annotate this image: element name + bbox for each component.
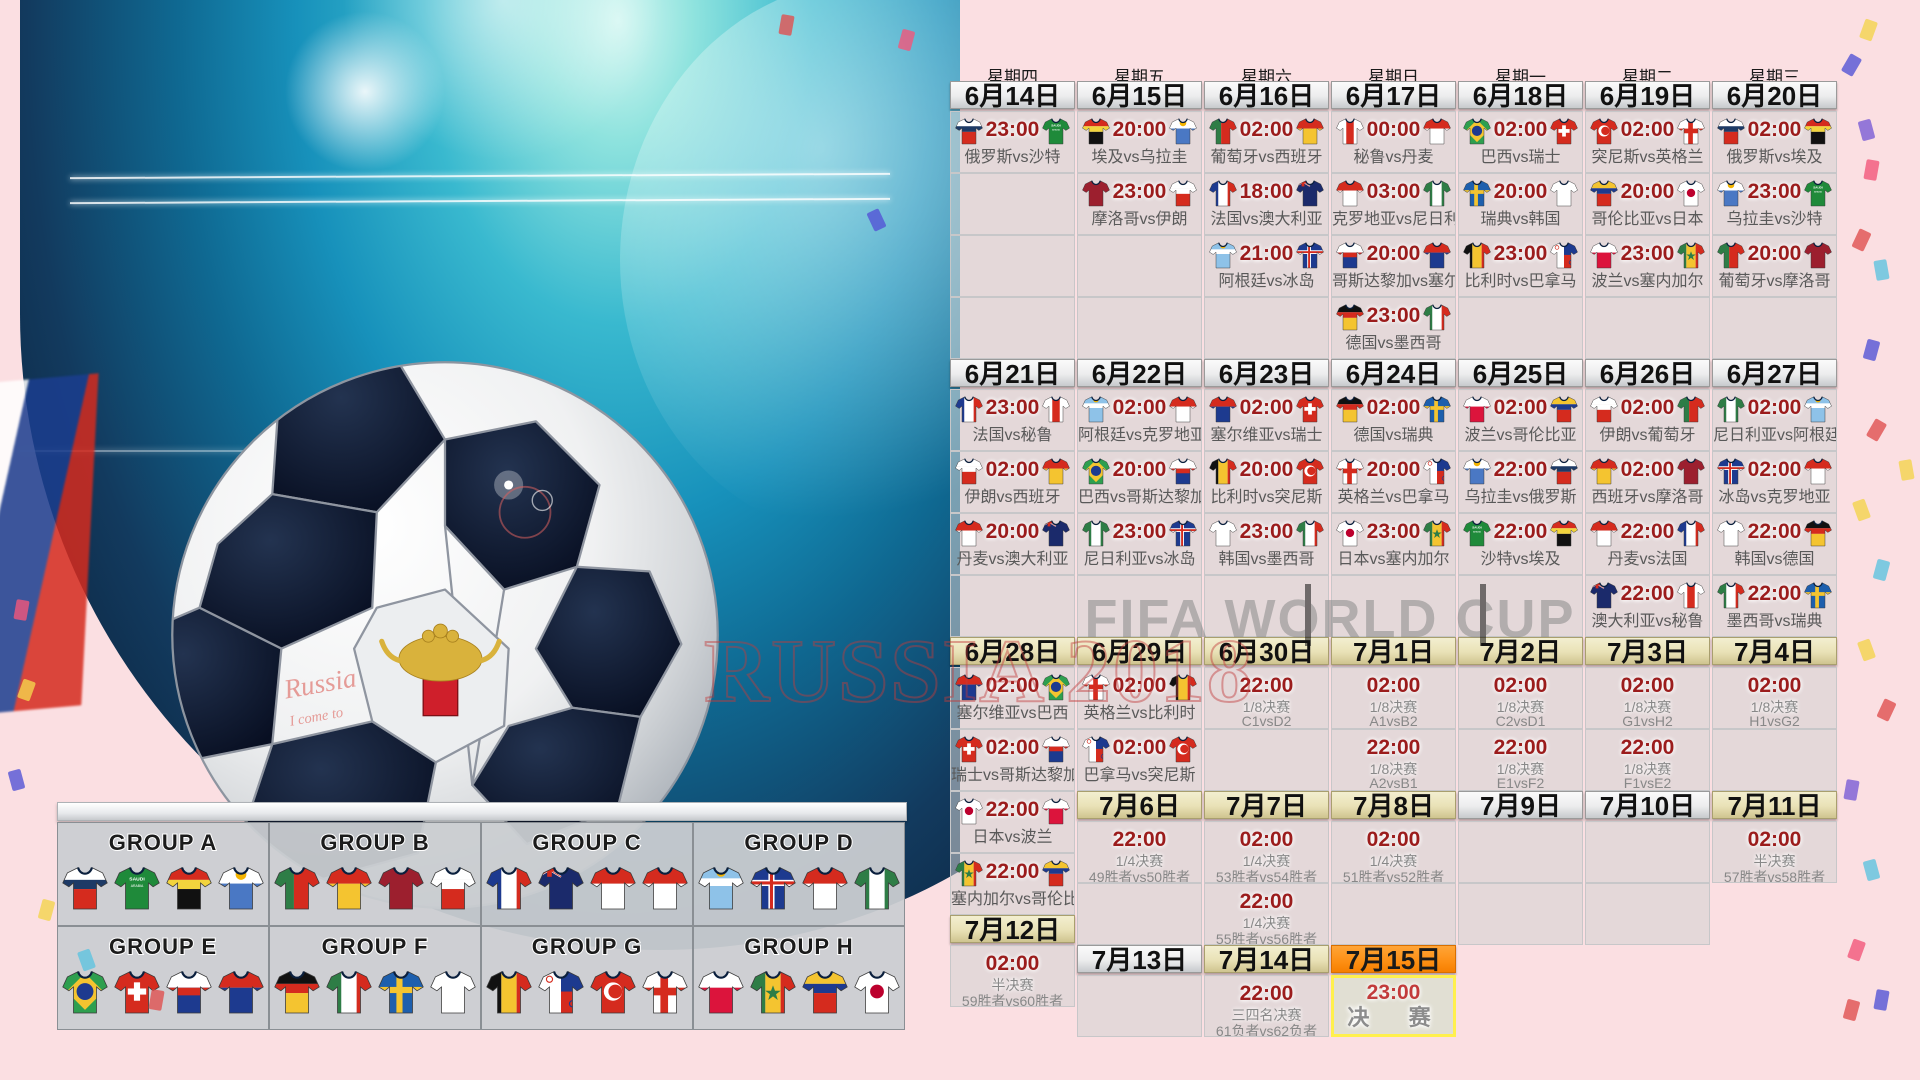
svg-text:SAUDI: SAUDI	[129, 877, 145, 883]
svg-text:ARABIA: ARABIA	[131, 884, 144, 888]
